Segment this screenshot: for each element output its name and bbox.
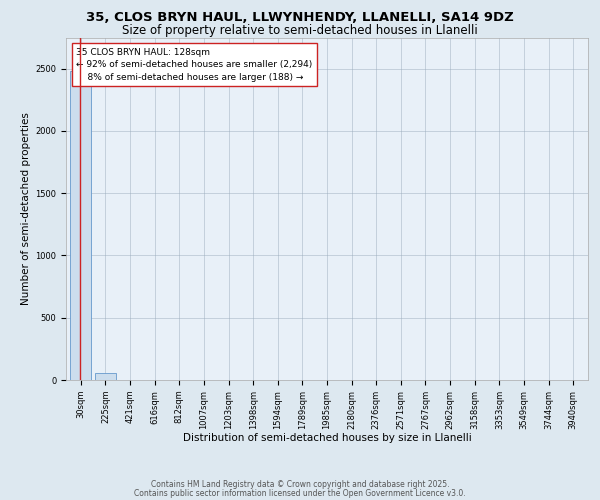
Y-axis label: Number of semi-detached properties: Number of semi-detached properties [21, 112, 31, 305]
Text: 35 CLOS BRYN HAUL: 128sqm
← 92% of semi-detached houses are smaller (2,294)
    : 35 CLOS BRYN HAUL: 128sqm ← 92% of semi-… [76, 48, 313, 82]
Text: Contains HM Land Registry data © Crown copyright and database right 2025.: Contains HM Land Registry data © Crown c… [151, 480, 449, 489]
Text: Size of property relative to semi-detached houses in Llanelli: Size of property relative to semi-detach… [122, 24, 478, 37]
Bar [70, 71, 91, 380]
Bar [95, 372, 116, 380]
X-axis label: Distribution of semi-detached houses by size in Llanelli: Distribution of semi-detached houses by … [182, 433, 472, 443]
Text: 35, CLOS BRYN HAUL, LLWYNHENDY, LLANELLI, SA14 9DZ: 35, CLOS BRYN HAUL, LLWYNHENDY, LLANELLI… [86, 11, 514, 24]
Text: Contains public sector information licensed under the Open Government Licence v3: Contains public sector information licen… [134, 489, 466, 498]
